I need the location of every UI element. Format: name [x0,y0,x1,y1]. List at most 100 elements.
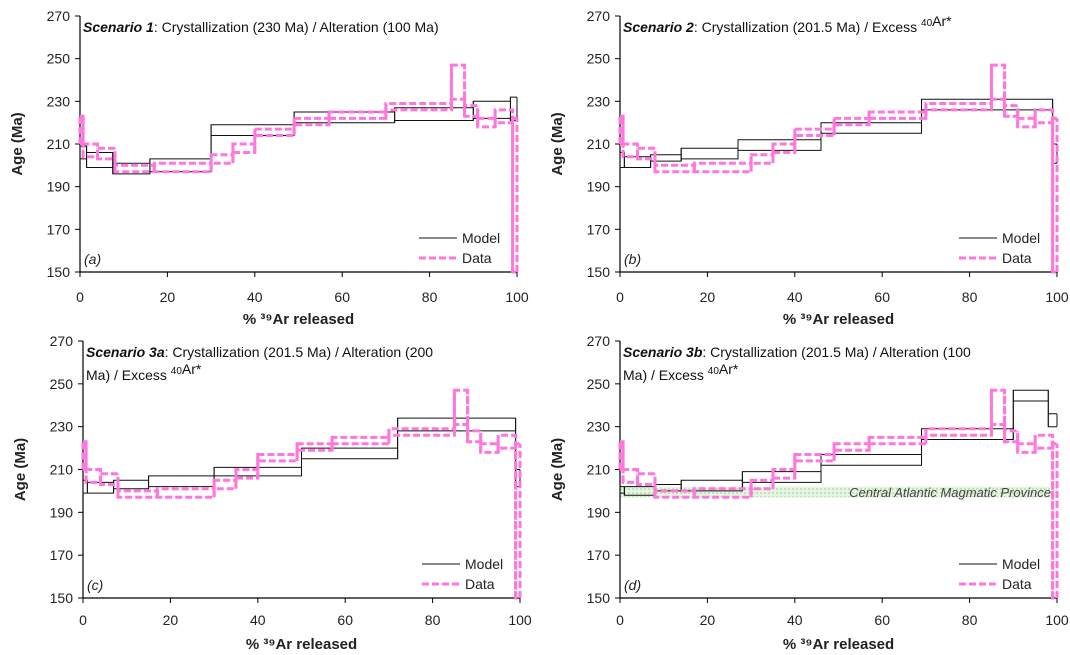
chart-a-xtick-label: 0 [76,289,84,305]
chart-b-xtick-label: 40 [787,289,803,305]
chart-a-ytick-label: 190 [47,179,71,195]
chart-d-model-low-line [620,400,1057,496]
chart-b-ytick-label: 250 [587,51,611,67]
chart-b-xtick-label: 0 [616,289,624,305]
chart-b-ytick-label: 190 [587,179,611,195]
chart-d-ytick-label: 270 [587,333,611,349]
chart-c-title-part: Ar* [182,361,202,377]
chart-b-ytick-label: 270 [587,8,611,24]
chart-c-panel-label: (c) [87,577,103,593]
chart-b-ytick-label: 170 [587,221,611,237]
chart-a-data-high-line [80,63,517,167]
panel-a: 150 170 190 210 230 250 270 0 20 40 60 80 100 % ³⁹Ar … [9,8,529,328]
chart-d-legend-model-label: Model [1002,556,1040,572]
chart-a-model-high-line [80,96,517,164]
chart-d-y-axis-label: Age (Ma) [549,438,566,501]
chart-b-title-part: : Crystallization (201.5 Ma) / Excess [694,19,921,35]
chart-d-data-low-line [620,423,1057,600]
chart-b-title-part: Scenario 2 [623,19,694,35]
chart-c-ytick-label: 210 [50,462,74,478]
chart-c-x-axis-label: % ³⁹Ar released [246,636,357,653]
chart-c-title-part: 40 [171,366,183,377]
chart-d-camp-band [620,486,1057,498]
chart-d-data-high-line [620,388,1057,493]
chart-c-title-part: Scenario 3a [86,344,165,360]
chart-d-camp-band-label: Central Atlantic Magmatic Province [849,485,1051,500]
chart-b-panel-label: (b) [624,251,641,267]
chart-d-title-part: 40 [708,366,720,377]
chart-a-y-axis-label: Age (Ma) [9,112,26,175]
chart-a-ytick-label: 170 [47,221,71,237]
chart-a-ytick-label: 210 [47,136,71,152]
panel-c: 150 170 190 210 230 250 270 0 20 40 60 80 100 % ³⁹Ar … [12,333,532,653]
chart-c-ytick-label: 190 [50,504,74,520]
chart-d-ytick-label: 150 [587,590,611,606]
chart-c-data-low-line [83,423,520,600]
chart-a-ytick-label: 230 [47,93,71,109]
chart-c-xtick-label: 80 [425,612,441,628]
chart-c-title-part: Ma) / Excess [86,367,171,383]
chart-b-title: Scenario 2: Crystallization (201.5 Ma) /… [623,13,952,35]
chart-b-x-axis-label: % ³⁹Ar released [783,311,894,328]
chart-a-legend-model-label: Model [462,230,500,246]
chart-d-title-part: Ma) / Excess [623,367,708,383]
chart-b-data-high-line [620,63,1057,167]
chart-c-xtick-label: 40 [250,612,266,628]
chart-d-xtick-label: 40 [787,612,803,628]
chart-c-ytick-label: 230 [50,419,74,435]
panel-d: Central Atlantic Magmatic Province 150 170… [549,333,1069,653]
chart-b-ytick-label: 150 [587,264,611,280]
chart-b-legend-model-label: Model [1002,230,1040,246]
chart-c-ytick-label: 170 [50,547,74,563]
chart-c-ytick-label: 270 [50,333,74,349]
chart-b-ytick-label: 210 [587,136,611,152]
chart-b-xtick-label: 20 [700,289,716,305]
chart-d-title-part: : Crystallization (201.5 Ma) / Alteratio… [702,344,971,360]
chart-c-xtick-label: 0 [79,612,87,628]
chart-a-xtick-label: 40 [247,289,263,305]
chart-a-ytick-label: 150 [47,264,71,280]
chart-c-xtick-label: 100 [508,612,532,628]
chart-b-ytick-label: 230 [587,93,611,109]
chart-c-xtick-label: 20 [163,612,179,628]
chart-b-legend-data-label: Data [1002,250,1032,266]
chart-c-ytick-label: 250 [50,376,74,392]
chart-a-legend-data-label: Data [462,250,492,266]
chart-d-title-part: Scenario 3b [623,344,703,360]
chart-a-title-part: : Crystallization (230 Ma) / Alteration … [154,19,439,35]
chart-d-x-axis-label: % ³⁹Ar released [783,636,894,653]
chart-d-ytick-label: 170 [587,547,611,563]
chart-a-data-low-line [80,97,517,274]
chart-d-xtick-label: 0 [616,612,624,628]
panel-b: 150 170 190 210 230 250 270 0 20 40 60 80 100 % ³⁹Ar … [549,8,1069,328]
chart-c-title-part: : Crystallization (201.5 Ma) / Alteratio… [165,344,434,360]
chart-b-xtick-label: 60 [874,289,890,305]
chart-d-title: Scenario 3b: Crystallization (201.5 Ma) … [623,344,971,383]
chart-b-xtick-label: 80 [962,289,978,305]
chart-d-panel-label: (d) [624,577,641,593]
chart-a-title: Scenario 1: Crystallization (230 Ma) / A… [83,19,439,35]
chart-c-y-axis-label: Age (Ma) [12,438,29,501]
chart-a-ytick-label: 270 [47,8,71,24]
chart-a-xtick-label: 20 [160,289,176,305]
chart-c-legend-data-label: Data [465,576,495,592]
chart-b-title-part: 40 [921,18,933,29]
chart-d-ytick-label: 210 [587,462,611,478]
chart-c-ytick-label: 150 [50,590,74,606]
chart-a-xtick-label: 80 [422,289,438,305]
chart-d-ytick-label: 190 [587,504,611,520]
chart-a-ytick-label: 250 [47,51,71,67]
chart-a-title-part: Scenario 1 [83,19,154,35]
chart-d-xtick-label: 20 [700,612,716,628]
chart-d-xtick-label: 60 [874,612,890,628]
chart-b-title-part: Ar* [932,13,952,29]
chart-a-xtick-label: 100 [505,289,529,305]
chart-d-xtick-label: 100 [1045,612,1069,628]
chart-c-legend-model-label: Model [465,556,503,572]
chart-b-xtick-label: 100 [1045,289,1069,305]
chart-b-data-low-line [620,97,1057,274]
chart-d-ytick-label: 230 [587,419,611,435]
chart-a-x-axis-label: % ³⁹Ar released [243,311,354,328]
chart-a-panel-label: (a) [84,251,101,267]
